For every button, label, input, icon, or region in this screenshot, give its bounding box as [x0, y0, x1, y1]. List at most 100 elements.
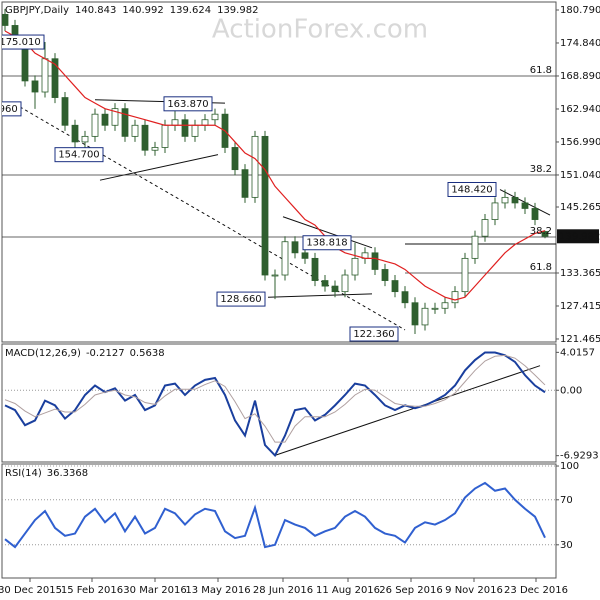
title-part: 139.624 [170, 5, 211, 16]
y-tick-label: 151.040 [560, 170, 600, 181]
current-price: 139.982 [559, 231, 600, 242]
trendline [282, 216, 373, 249]
candle-body [91, 113, 99, 137]
y-tick-label: 145.265 [560, 202, 600, 213]
annotation-label: 163.870 [167, 99, 208, 110]
title-part: 140.843 [75, 5, 116, 16]
series-line [4, 351, 546, 458]
y-tick-label: 0.00 [560, 385, 582, 396]
candle-body [171, 119, 179, 126]
trendline [19, 106, 406, 331]
y-tick-label: 121.465 [560, 334, 600, 345]
candle-body [181, 119, 189, 137]
candle-body [521, 202, 529, 209]
panel-title: MACD(12,26,9) -0.2127 0.5638 [5, 348, 165, 359]
series-line [4, 354, 546, 443]
title-value: 36.3368 [47, 468, 88, 479]
fib-label: 61.8 [530, 65, 552, 76]
y-tick-label: -6.9293 [560, 451, 599, 462]
candle-body [251, 135, 259, 198]
y-tick-label: 168.890 [560, 71, 600, 82]
candle-body [331, 285, 339, 293]
x-tick-label: 30 Dec 2015 [0, 585, 62, 596]
x-tick-label: 15 Feb 2016 [61, 585, 123, 596]
panel-frame [1, 463, 557, 579]
candle-body [471, 235, 479, 259]
price-box [557, 229, 599, 244]
x-tick-label: 26 Sep 2016 [379, 585, 442, 596]
candle-body [161, 124, 169, 148]
candle-body [81, 135, 89, 143]
candle-body [191, 124, 199, 137]
x-tick-label: 28 Jun 2016 [253, 585, 313, 596]
annotation-box [302, 235, 352, 251]
trendline [99, 154, 219, 181]
candle-body [341, 274, 349, 293]
annotation-label: 175.010 [0, 37, 41, 48]
x-tick-label: 9 Nov 2016 [445, 585, 503, 596]
candle-body [301, 252, 309, 259]
x-tick-label: 30 Mar 2016 [123, 585, 186, 596]
candle-body [381, 269, 389, 281]
title-part: GBPJPY,Daily [5, 5, 69, 16]
candle-body [291, 241, 299, 254]
title-value: 0.5638 [130, 348, 165, 359]
annotation-box [216, 291, 266, 307]
annotation-label: 122.360 [353, 329, 394, 340]
candle-body [211, 113, 219, 121]
candle-body [31, 80, 39, 93]
candle-body [511, 196, 519, 204]
candle-body [501, 196, 509, 204]
candle-body [261, 135, 269, 276]
y-tick-label: 100 [560, 461, 579, 472]
candle-body [441, 302, 449, 309]
candle-body [281, 241, 289, 276]
y-tick-label: 127.415 [560, 301, 600, 312]
annotation-box [447, 181, 497, 197]
panel-frame [1, 343, 557, 463]
candle-body [311, 257, 319, 281]
y-tick-label: 162.940 [560, 104, 600, 115]
annotation-label: 128.660 [220, 294, 261, 305]
candle-body [321, 280, 329, 287]
fib-label: 61.8 [530, 262, 552, 273]
y-tick-label: 133.365 [560, 268, 600, 279]
candle-body [51, 58, 59, 98]
candle-body [351, 257, 359, 276]
candle-body [101, 113, 109, 126]
x-tick-label: 23 Dec 2016 [504, 585, 568, 596]
series-line [4, 481, 546, 549]
fib-label: 38.2 [530, 226, 552, 237]
candle-body [61, 97, 69, 126]
candle-body [491, 202, 499, 220]
annotation-box [54, 147, 104, 163]
panel-frame [1, 1, 557, 343]
y-tick-label: 70 [560, 495, 573, 506]
candle-body [541, 231, 549, 237]
candle-body [451, 291, 459, 304]
candle-body [71, 124, 79, 143]
y-tick-label: 30 [560, 540, 573, 551]
annotation-label: 138.818 [306, 238, 347, 249]
moving-average [4, 30, 546, 301]
candle-body [201, 119, 209, 126]
candle-body [401, 291, 409, 304]
annotation-box [2, 34, 45, 50]
candle-body [481, 219, 489, 237]
watermark: ActionForex.com [212, 15, 428, 45]
y-tick-label: 180.790 [560, 5, 600, 16]
candle-body [371, 252, 379, 270]
candle-body [411, 302, 419, 326]
fib-label: 38.2 [530, 164, 552, 175]
candle-body [151, 147, 159, 151]
y-tick-label: 174.840 [560, 38, 600, 49]
annotation-box [163, 96, 213, 112]
annotation-label: 154.700 [58, 150, 99, 161]
candle-body [141, 124, 149, 151]
candle-body [121, 108, 129, 137]
candle-body [241, 169, 249, 198]
candle-body [231, 147, 239, 171]
candle-body [131, 124, 139, 137]
candle-body [391, 280, 399, 293]
y-tick-label: 4.0157 [560, 347, 595, 358]
